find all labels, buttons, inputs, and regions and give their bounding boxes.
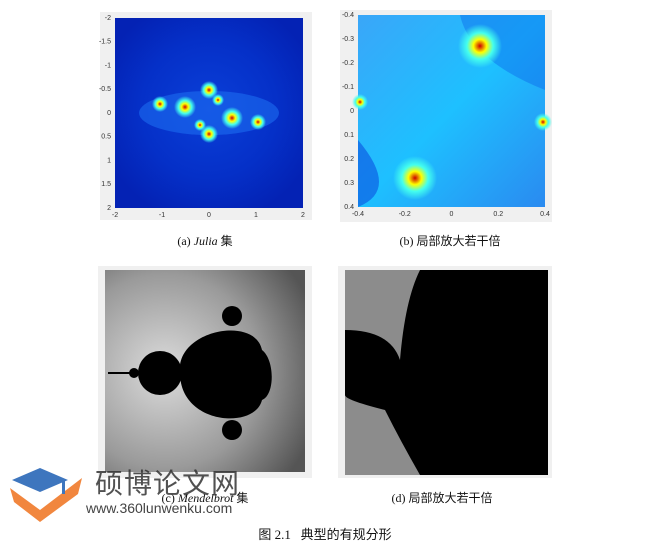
caption-label: (d) [391,491,406,505]
x-tick-label: -0.4 [352,211,364,218]
mandelbrot-set [108,306,272,440]
figure-caption: 图 2.1 典型的有规分形 [258,524,391,543]
julia-set [139,81,279,143]
y-tick-label: 0.3 [344,180,354,187]
y-tick-label: 0 [350,108,354,115]
x-tick-label: 0.2 [493,211,503,218]
y-tick-label: 1 [107,157,111,164]
y-tick-label: -2 [105,15,111,22]
y-tick-label: -0.2 [342,60,354,67]
y-tick-label: 0.5 [101,134,111,141]
zoom-set [352,15,552,207]
caption: (d) 局部放大若干倍 [391,489,492,506]
y-tick-label: 0.4 [344,204,354,211]
x-tick-label: -2 [112,212,118,219]
caption-text: 集 [236,491,249,505]
zoom-image [358,15,545,207]
caption-text: 集 [220,234,233,248]
x-tick-label: 0 [450,211,454,218]
caption: (a) Julia 集 [177,232,232,249]
watermark-logo [10,468,82,522]
caption: (c) Mendelbrot 集 [162,489,249,506]
y-tick-label: 0.2 [344,156,354,163]
zoom-set [345,270,548,475]
y-tick-label: 1.5 [101,181,111,188]
y-tick-label: -0.5 [99,86,111,93]
x-tick-label: 0.4 [540,211,550,218]
x-tick-label: 0 [207,212,211,219]
caption-label: (c) [161,491,175,505]
y-tick-label: 0.1 [344,132,354,139]
figure-text: 典型的有规分形 [300,527,392,542]
caption-name: Mendelbrot [177,491,234,505]
watermark-title: 硕博论文网 [95,467,241,500]
x-tick-label: -1 [159,212,165,219]
caption: (b) 局部放大若干倍 [399,232,500,249]
x-tick-label: -0.2 [399,211,411,218]
caption-label: (b) [399,234,414,248]
x-tick-label: 1 [254,212,258,219]
y-tick-label: 2 [107,205,111,212]
caption-text: 局部放大若干倍 [416,234,501,248]
caption-label: (a) [177,234,191,248]
y-tick-label: 0 [107,110,111,117]
y-tick-label: -0.1 [342,84,354,91]
figure-number: 图 2.1 [258,527,291,542]
caption-text: 局部放大若干倍 [408,491,493,505]
y-tick-label: -0.3 [342,36,354,43]
y-tick-label: -0.4 [342,12,354,19]
caption-name: Julia [193,234,218,248]
watermark-url: www.360lunwenku.com [86,500,233,516]
x-tick-label: 2 [301,212,305,219]
y-tick-label: -1 [105,62,111,69]
y-tick-label: -1.5 [99,39,111,46]
